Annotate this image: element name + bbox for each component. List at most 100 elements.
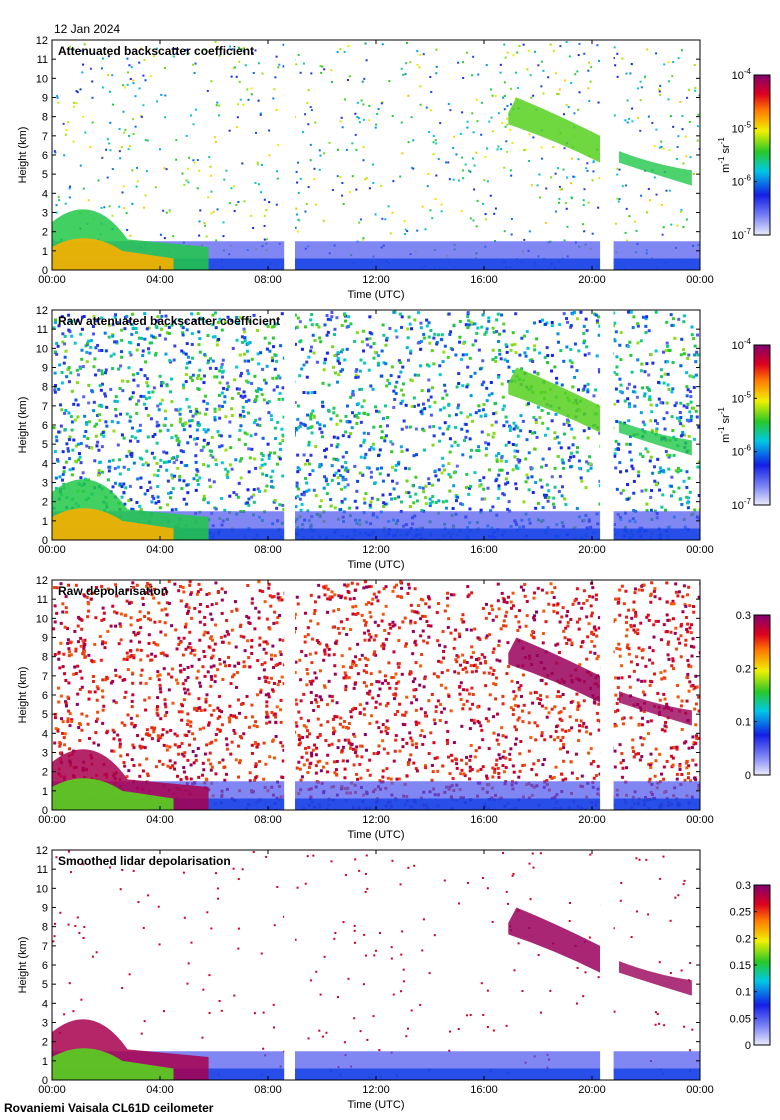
x-tick-label: 20:00 [578, 814, 606, 826]
x-tick-label: 08:00 [254, 814, 282, 826]
y-tick-label: 5 [42, 979, 48, 991]
x-axis-label: Time (UTC) [347, 559, 404, 571]
data-gap-2 [600, 40, 614, 270]
evening-cloud [619, 961, 692, 996]
y-tick-label: 0 [42, 805, 48, 817]
x-tick-label: 00:00 [686, 274, 714, 286]
y-tick-label: 10 [36, 343, 48, 355]
surface-layer-band [52, 258, 700, 270]
x-tick-label: 12:00 [362, 544, 390, 556]
instrument-label: Rovaniemi Vaisala CL61D ceilometer [4, 1101, 214, 1115]
x-tick-label: 16:00 [470, 274, 498, 286]
plot-date: 12 Jan 2024 [54, 22, 121, 36]
x-axis-label: Time (UTC) [347, 829, 404, 841]
colorbar-tick-label: 10-7 [732, 497, 752, 512]
y-tick-label: 1 [42, 786, 48, 798]
data-gap-1 [284, 580, 295, 810]
y-tick-label: 11 [37, 324, 48, 336]
x-tick-label: 00:00 [686, 544, 714, 556]
y-tick-label: 9 [42, 633, 48, 645]
surface-layer-band [52, 798, 700, 810]
x-tick-label: 00:00 [38, 544, 66, 556]
colorbar-tick-label: 10-5 [732, 120, 752, 135]
x-tick-label: 08:00 [254, 1084, 282, 1096]
colorbar [753, 74, 771, 236]
x-tick-label: 04:00 [146, 1084, 174, 1096]
surface-layer-band [52, 1068, 700, 1080]
colorbar-tick-label: 0 [745, 1040, 751, 1052]
y-axis-label: Height (km) [17, 127, 29, 184]
y-tick-label: 7 [42, 401, 48, 413]
colorbar-tick-label: 10-7 [732, 227, 752, 242]
colorbar-tick-label: 0.3 [736, 880, 751, 892]
y-tick-label: 4 [42, 458, 48, 470]
y-tick-label: 6 [42, 150, 48, 162]
y-tick-label: 6 [42, 690, 48, 702]
x-tick-label: 12:00 [362, 1084, 390, 1096]
colorbar [753, 614, 771, 776]
y-tick-label: 9 [42, 93, 48, 105]
x-tick-label: 20:00 [578, 1084, 606, 1096]
x-tick-label: 04:00 [146, 544, 174, 556]
y-tick-label: 10 [36, 883, 48, 895]
colorbar-tick-label: 0.15 [730, 960, 751, 972]
y-tick-label: 12 [36, 35, 48, 47]
cloud-band [508, 907, 601, 973]
morning-plume-core [52, 508, 174, 540]
y-tick-label: 0 [42, 535, 48, 547]
panel-title: Attenuated backscatter coefficient [58, 44, 254, 58]
y-axis-label: Height (km) [17, 397, 29, 454]
x-tick-label: 12:00 [362, 814, 390, 826]
colorbar-tick-exponent: -6 [744, 174, 752, 183]
data-gap-2 [600, 850, 614, 1080]
surface-layer-band [52, 528, 700, 540]
y-tick-label: 8 [42, 112, 48, 124]
y-tick-label: 1 [42, 1056, 48, 1068]
y-tick-label: 9 [42, 903, 48, 915]
y-tick-label: 8 [42, 922, 48, 934]
y-axis-label: Height (km) [17, 667, 29, 724]
y-tick-label: 12 [36, 575, 48, 587]
x-tick-label: 20:00 [578, 544, 606, 556]
y-tick-label: 5 [42, 709, 48, 721]
panel-title: Smoothed lidar depolarisation [58, 854, 231, 868]
colorbar-tick-label: 10-6 [732, 444, 752, 459]
x-tick-label: 00:00 [38, 814, 66, 826]
y-tick-label: 10 [36, 73, 48, 85]
colorbar-tick-exponent: -6 [744, 444, 752, 453]
y-tick-label: 3 [42, 478, 48, 490]
morning-plume-core [52, 1048, 174, 1080]
x-tick-label: 16:00 [470, 1084, 498, 1096]
colorbar-tick-label: 0 [745, 770, 751, 782]
colorbar-tick-label: 10-5 [732, 390, 752, 405]
y-tick-label: 12 [36, 305, 48, 317]
heatmap-field [52, 850, 700, 1080]
colorbar-tick-exponent: -5 [744, 390, 752, 399]
colorbar-tick-exponent: -7 [744, 227, 752, 236]
y-tick-label: 2 [42, 497, 48, 509]
x-tick-label: 04:00 [146, 814, 174, 826]
y-tick-label: 2 [42, 767, 48, 779]
y-tick-label: 9 [42, 363, 48, 375]
y-tick-label: 7 [42, 671, 48, 683]
colorbar-tick-exponent: -7 [744, 497, 752, 506]
colorbar-tick-label: 0.2 [736, 933, 751, 945]
y-tick-label: 6 [42, 960, 48, 972]
cloud-band [508, 97, 601, 163]
y-tick-label: 11 [37, 594, 48, 606]
x-tick-label: 00:00 [38, 274, 66, 286]
y-tick-label: 3 [42, 1018, 48, 1030]
colorbar-tick-label: 0.25 [730, 907, 751, 919]
morning-plume-core [52, 238, 174, 270]
heatmap-field [52, 40, 700, 270]
panel-title: Raw depolarisation [58, 584, 168, 598]
data-gap-2 [600, 310, 614, 540]
y-tick-label: 0 [42, 1075, 48, 1087]
data-gap-2 [600, 580, 614, 810]
y-tick-label: 8 [42, 382, 48, 394]
y-tick-label: 3 [42, 748, 48, 760]
